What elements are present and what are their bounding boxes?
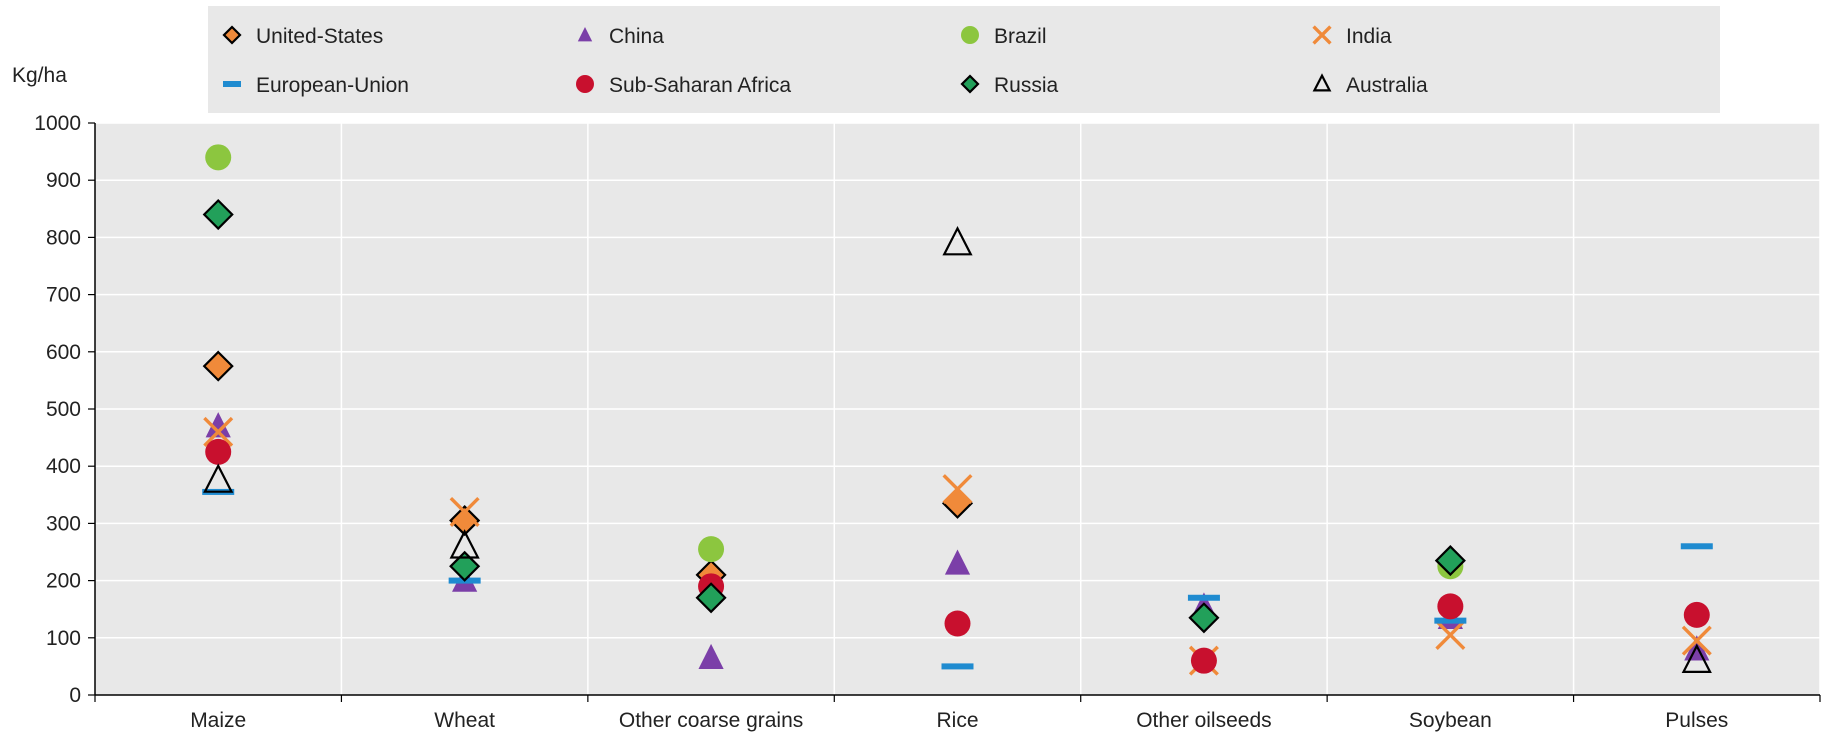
x-tick-label-soybean: Soybean	[1409, 709, 1492, 732]
legend-label-india: India	[1346, 25, 1392, 48]
point-sub-saharan-africa-rice	[944, 610, 971, 637]
y-tick-label-700: 700	[46, 284, 81, 307]
x-tick-label-pulses: Pulses	[1665, 709, 1728, 732]
point-china-rice	[944, 549, 971, 575]
x-ticks: Maize Wheat Other coarse grains Rice Other o…	[94, 695, 1821, 732]
grid	[95, 122, 1821, 695]
legend-label-china: China	[609, 25, 664, 48]
legend-item-russia: Russia	[960, 74, 1059, 97]
point-brazil-maize	[205, 144, 232, 171]
point-australia-wheat	[449, 529, 480, 559]
point-australia-maize	[203, 463, 234, 493]
point-sub-saharan-africa-pulses	[1683, 601, 1710, 628]
legend-box	[208, 6, 1720, 113]
y-tick-label-400: 400	[46, 455, 81, 478]
x-tick-label-wheat: Wheat	[434, 709, 495, 732]
point-european-union-rice	[941, 663, 974, 670]
point-united-states-wheat	[449, 504, 481, 537]
legend-marker-brazil	[961, 26, 979, 44]
point-european-union-pulses	[1680, 543, 1713, 550]
point-sub-saharan-africa-other-oilseeds	[1190, 647, 1217, 674]
legend-label-european-union: European-Union	[256, 74, 409, 97]
point-india-maize	[203, 416, 234, 447]
point-sub-saharan-africa-soybean	[1437, 593, 1464, 620]
point-european-union-soybean	[1434, 617, 1467, 624]
x-tick-label-other-coarse-grains: Other coarse grains	[619, 709, 803, 732]
legend-item-sub-saharan-africa: Sub-Saharan Africa	[576, 74, 791, 97]
legend-marker-russia	[960, 74, 980, 94]
legend-label-russia: Russia	[994, 74, 1059, 97]
point-china-other-coarse-grains	[698, 643, 724, 670]
y-tick-label-900: 900	[46, 169, 81, 192]
legend-label-brazil: Brazil	[994, 25, 1047, 48]
series-russia	[202, 198, 1466, 634]
point-india-rice	[942, 474, 973, 505]
y-tick-label-500: 500	[46, 398, 81, 421]
point-sub-saharan-africa-maize	[205, 438, 232, 465]
series-australia	[203, 226, 1712, 673]
point-russia-wheat	[449, 550, 481, 582]
x-tick-label-other-oilseeds: Other oilseeds	[1136, 709, 1271, 732]
legend-item-european-union: European-Union	[223, 74, 409, 97]
legend-label-australia: Australia	[1346, 74, 1428, 97]
legend-item-united-states: United-States	[222, 25, 383, 48]
point-brazil-other-coarse-grains	[698, 536, 725, 563]
y-ticks: 0 100 200 300 400 500 600 700 800 900 1000	[34, 112, 95, 707]
x-tick-label-rice: Rice	[936, 709, 978, 732]
point-russia-soybean	[1434, 545, 1466, 577]
point-european-union-other-oilseeds	[1187, 594, 1220, 601]
legend-item-australia: Australia	[1312, 73, 1428, 97]
point-united-states-maize	[202, 350, 234, 382]
legend-marker-sub-saharan-africa	[576, 75, 594, 93]
y-tick-label-300: 300	[46, 512, 81, 535]
series-sub-saharan-africa	[205, 438, 1710, 674]
y-tick-label-600: 600	[46, 341, 81, 364]
legend-marker-european-union	[223, 81, 241, 87]
point-china-maize	[205, 412, 231, 438]
y-tick-label-800: 800	[46, 226, 81, 249]
legend-marker-united-states	[222, 25, 242, 45]
point-india-pulses	[1681, 625, 1712, 656]
legend: United-States China Brazil India European-Un…	[222, 25, 1428, 97]
point-russia-other-oilseeds	[1188, 602, 1220, 634]
legend-marker-australia	[1312, 73, 1332, 92]
legend-item-brazil: Brazil	[961, 25, 1047, 48]
point-russia-other-coarse-grains	[695, 582, 727, 614]
legend-item-india: India	[1312, 25, 1392, 48]
y-axis-label: Kg/ha	[12, 64, 67, 87]
legend-item-china: China	[577, 25, 664, 48]
data-points	[202, 144, 1713, 676]
y-tick-label-0: 0	[69, 684, 81, 707]
y-tick-label-100: 100	[46, 627, 81, 650]
legend-label-sub-saharan-africa: Sub-Saharan Africa	[609, 74, 791, 97]
y-tick-label-200: 200	[46, 570, 81, 593]
legend-marker-china	[577, 27, 593, 42]
x-tick-label-maize: Maize	[190, 709, 246, 732]
point-russia-maize	[202, 198, 234, 231]
legend-label-united-states: United-States	[256, 25, 383, 48]
legend-marker-india	[1312, 25, 1332, 45]
point-india-soybean	[1435, 619, 1466, 650]
y-tick-label-1000: 1000	[34, 112, 81, 135]
point-australia-rice	[942, 226, 973, 256]
point-india-wheat	[449, 496, 480, 527]
point-australia-pulses	[1681, 643, 1712, 673]
